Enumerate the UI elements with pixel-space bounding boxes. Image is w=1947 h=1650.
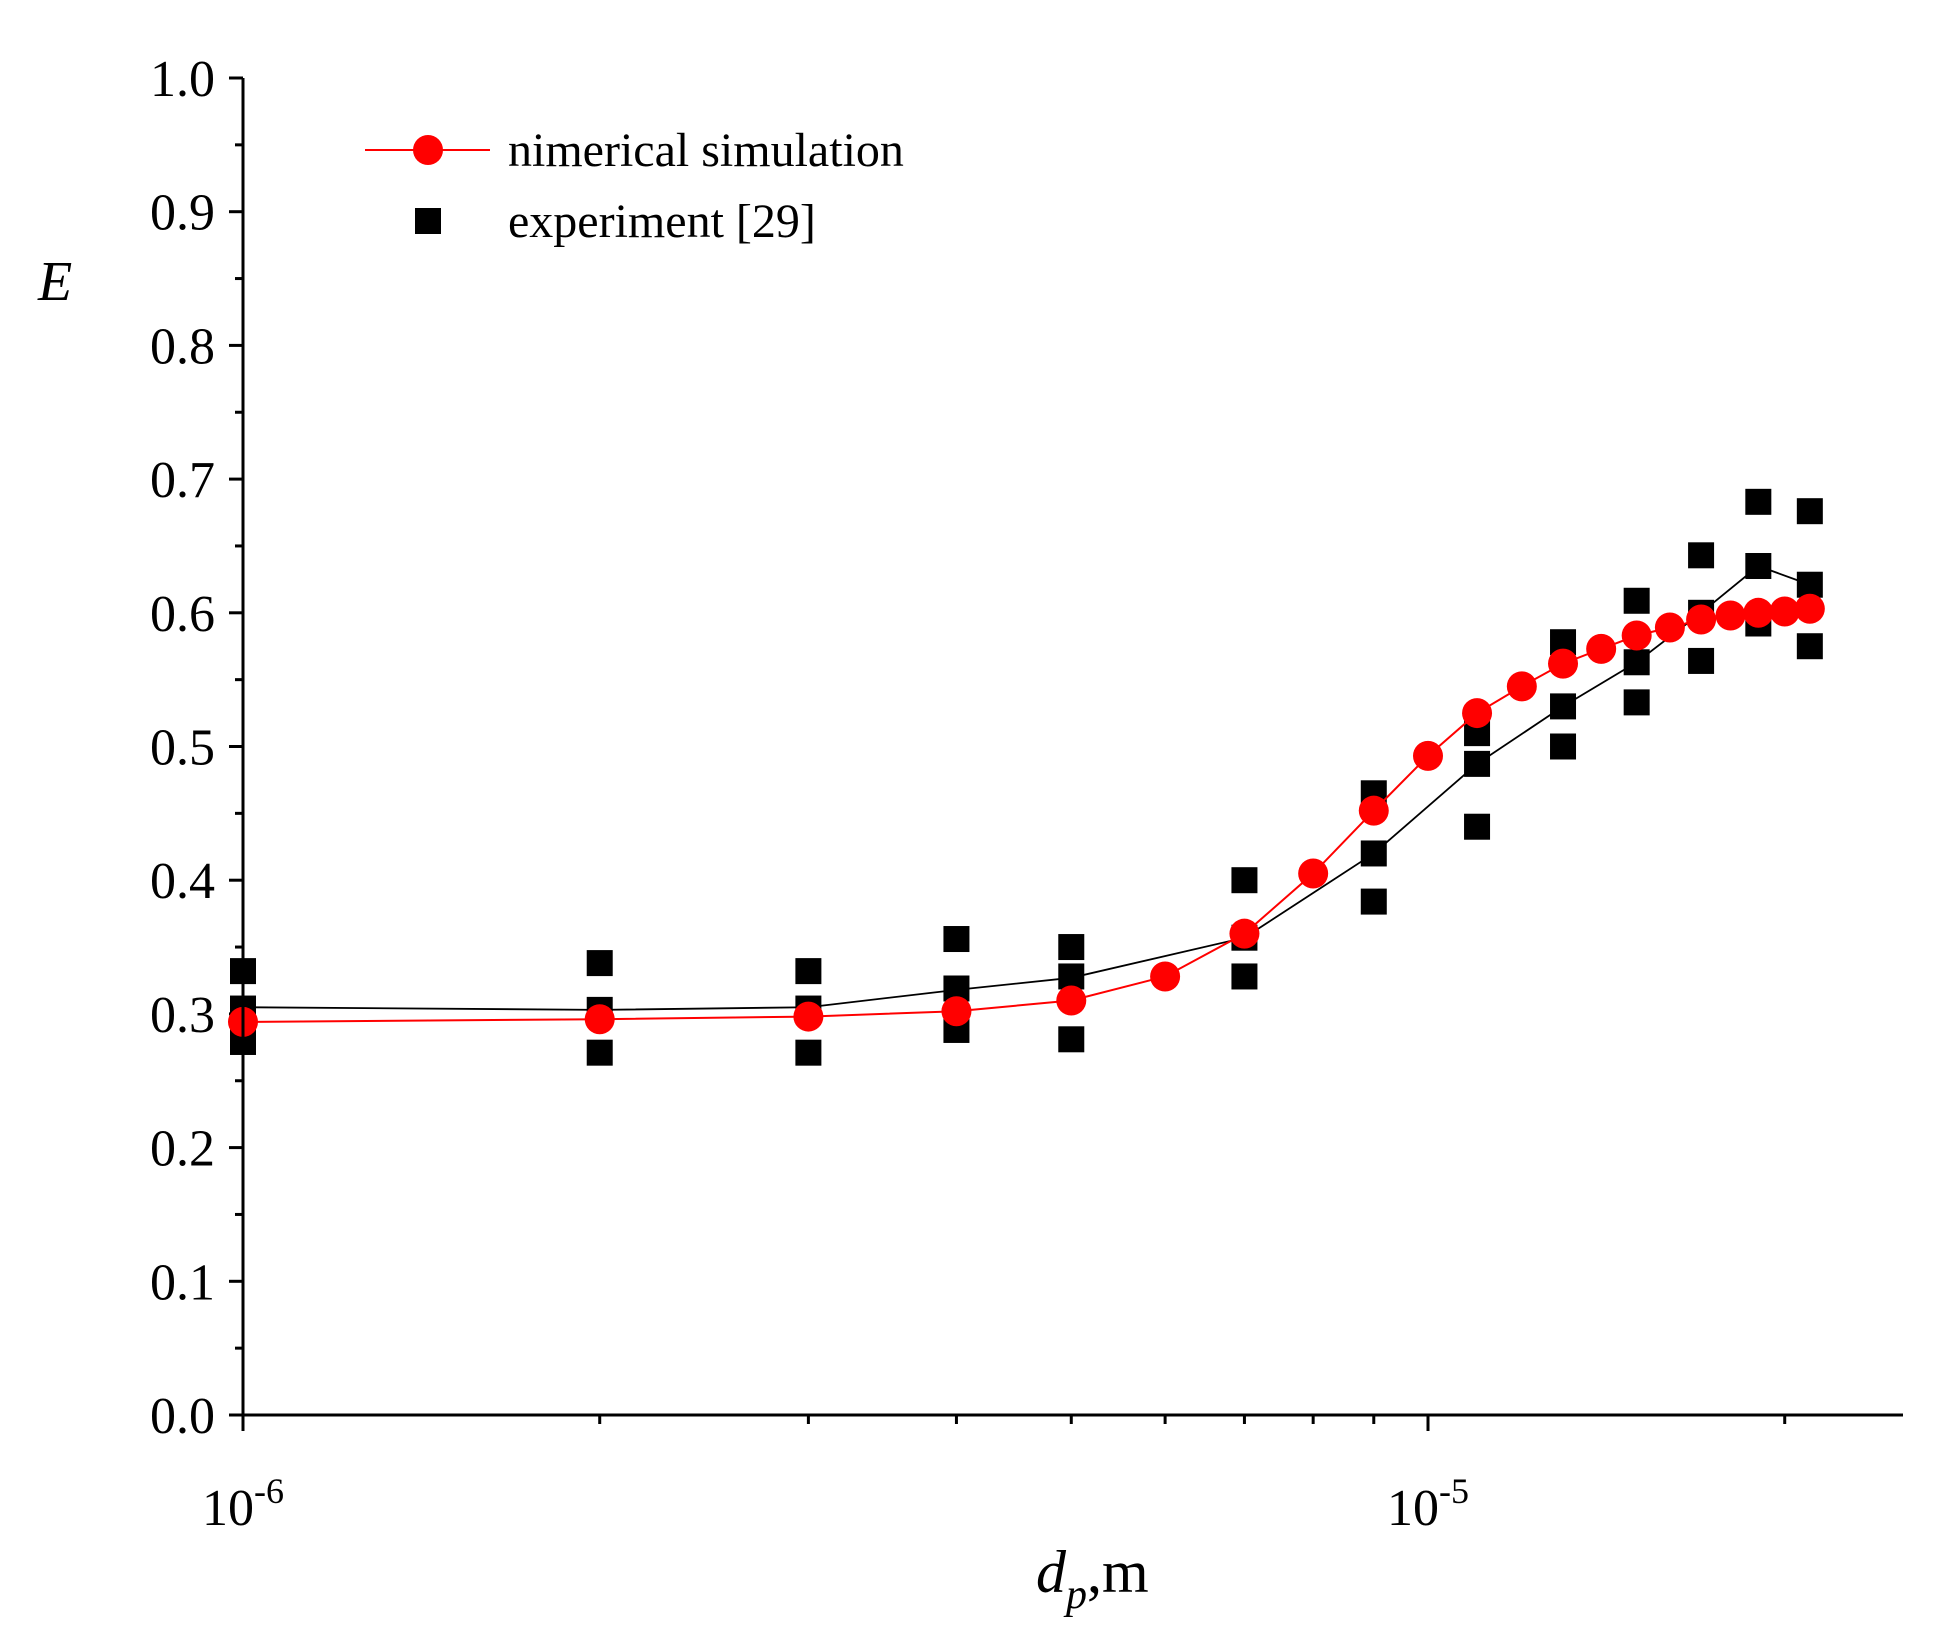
legend-item-simulation: nimerical simulation bbox=[365, 124, 904, 177]
legend-marker-experiment bbox=[415, 208, 441, 234]
experiment-point bbox=[1796, 571, 1823, 598]
experiment-point bbox=[795, 958, 822, 985]
y-tick-label: 0.6 bbox=[150, 586, 215, 643]
simulation-point bbox=[1056, 985, 1087, 1016]
y-tick-label: 0.0 bbox=[150, 1388, 215, 1445]
y-tick-label: 0.9 bbox=[150, 185, 215, 242]
experiment-point bbox=[1464, 750, 1491, 777]
simulation-point bbox=[1794, 593, 1825, 624]
x-axis-label-unit: ,m bbox=[1087, 1539, 1149, 1605]
simulation-point bbox=[1229, 918, 1260, 949]
experiment-point bbox=[1550, 733, 1577, 760]
x-axis-label-main: d bbox=[1036, 1539, 1067, 1605]
experiment-point bbox=[943, 926, 970, 953]
x-tick-label-1e-6: 10-6 bbox=[202, 1471, 284, 1537]
simulation-point bbox=[1715, 600, 1746, 631]
x-axis-label-sub: p bbox=[1063, 1572, 1087, 1618]
experiment-point bbox=[1745, 488, 1772, 515]
y-axis-ticks: 0.0 0.1 0.2 0.3 0.4 0.5 0.6 0.7 0.8 0.9 1.0 bbox=[150, 51, 243, 1445]
x-axis-label: dp,m bbox=[1036, 1539, 1149, 1618]
simulation-point bbox=[1686, 604, 1717, 635]
experiment-point bbox=[1796, 498, 1823, 525]
simulation-point bbox=[941, 996, 972, 1027]
experiment-point bbox=[1058, 1026, 1085, 1053]
y-tick-label: 0.5 bbox=[150, 720, 215, 777]
y-tick-label: 0.1 bbox=[150, 1254, 215, 1311]
experiment-point bbox=[1058, 963, 1085, 990]
experiment-point bbox=[1360, 888, 1387, 915]
y-tick-label: 0.4 bbox=[150, 853, 215, 910]
experiment-point bbox=[1623, 689, 1650, 716]
y-tick-label: 0.2 bbox=[150, 1121, 215, 1178]
legend-marker-simulation bbox=[413, 135, 443, 165]
experiment-point bbox=[1058, 934, 1085, 961]
legend-item-experiment: experiment [29] bbox=[415, 195, 816, 248]
experiment-point bbox=[1688, 647, 1715, 674]
y-axis-label: E bbox=[37, 251, 72, 313]
experiment-point bbox=[1231, 963, 1258, 990]
simulation-point bbox=[1743, 597, 1774, 628]
y-tick-label: 1.0 bbox=[150, 51, 215, 108]
simulation-point bbox=[1548, 648, 1579, 679]
simulation-point bbox=[1150, 961, 1181, 992]
simulation-point bbox=[1654, 612, 1685, 643]
simulation-point bbox=[1586, 633, 1617, 664]
y-tick-label: 0.8 bbox=[150, 318, 215, 375]
y-tick-label: 0.7 bbox=[150, 452, 215, 509]
experiment-point bbox=[1688, 542, 1715, 569]
experiment-point bbox=[1745, 553, 1772, 580]
simulation-point bbox=[1769, 596, 1800, 627]
y-tick-label: 0.3 bbox=[150, 987, 215, 1044]
legend: nimerical simulation experiment [29] bbox=[365, 124, 904, 248]
experiment-point bbox=[1360, 840, 1387, 867]
legend-label-experiment: experiment [29] bbox=[508, 195, 816, 248]
simulation-point bbox=[1298, 858, 1329, 889]
simulation-point bbox=[793, 1001, 824, 1032]
experiment-point bbox=[1796, 633, 1823, 660]
experiment-point bbox=[1623, 649, 1650, 676]
simulation-point bbox=[1462, 698, 1493, 729]
experiment-point bbox=[1623, 587, 1650, 614]
x-tick-label-1e-5: 10-5 bbox=[1387, 1471, 1469, 1537]
x-axis-ticks bbox=[241, 1415, 1787, 1431]
experiment-point bbox=[1231, 867, 1258, 894]
simulation-point bbox=[1358, 795, 1389, 826]
experiment-point bbox=[586, 950, 613, 977]
simulation-point bbox=[1506, 671, 1537, 702]
simulation-point bbox=[584, 1004, 615, 1035]
simulation-point bbox=[1413, 740, 1443, 771]
series-layer bbox=[228, 488, 1825, 1066]
experiment-point bbox=[586, 1039, 613, 1066]
experiment-point bbox=[1550, 693, 1577, 720]
simulation-point bbox=[1621, 620, 1652, 651]
experiment-point bbox=[1464, 813, 1491, 840]
legend-label-simulation: nimerical simulation bbox=[508, 124, 904, 177]
experiment-point bbox=[795, 1039, 822, 1066]
